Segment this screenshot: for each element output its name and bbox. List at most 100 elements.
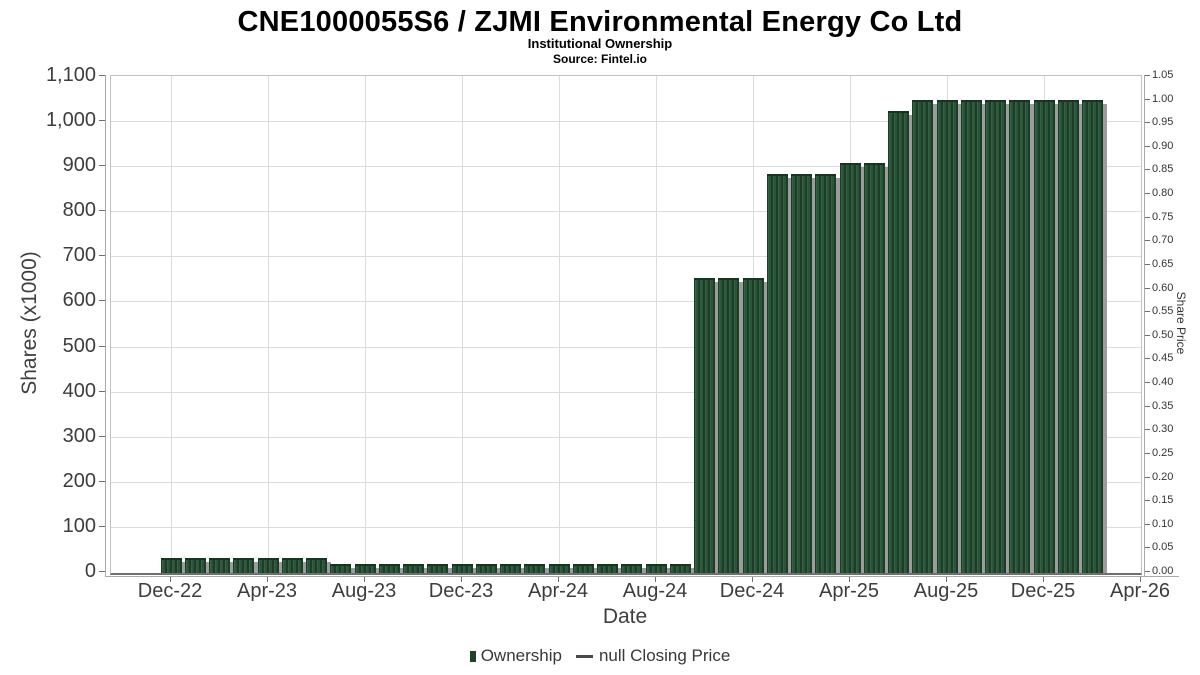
y-tick-right — [1145, 75, 1150, 76]
legend-label: Ownership — [480, 646, 562, 665]
bar[interactable] — [427, 564, 449, 573]
y-tick-right — [1145, 263, 1150, 265]
bar[interactable] — [524, 564, 546, 573]
bar[interactable] — [475, 564, 497, 573]
y-tick-left — [99, 525, 105, 527]
y-tick-label-right: 0.85 — [1152, 163, 1174, 176]
y-tick-left — [99, 480, 105, 482]
bar[interactable] — [1009, 100, 1031, 573]
bar[interactable] — [1033, 100, 1055, 573]
h-gridline — [111, 166, 1141, 168]
bar[interactable] — [645, 564, 667, 573]
y-tick-label-right: 0.75 — [1152, 210, 1174, 223]
bar[interactable] — [912, 100, 934, 573]
y-tick-right — [1145, 452, 1150, 454]
y-tick-label-right: 0.45 — [1152, 352, 1174, 365]
x-tick-label: Dec-25 — [1010, 580, 1076, 602]
x-tick — [267, 577, 268, 582]
y-tick-right — [1145, 500, 1150, 502]
legend-square-marker — [469, 650, 476, 662]
bar[interactable] — [791, 174, 812, 573]
bar[interactable] — [985, 100, 1006, 573]
y-tick-left — [99, 255, 105, 257]
y-tick-label-left: 200 — [62, 469, 96, 492]
bar[interactable] — [960, 100, 982, 573]
x-tick-label: Apr-25 — [818, 580, 880, 602]
legend-item-ownership[interactable]: Ownership — [469, 646, 562, 666]
bar[interactable] — [572, 564, 594, 573]
bar[interactable] — [936, 100, 958, 573]
h-gridline — [111, 436, 1141, 438]
y-tick-left — [99, 75, 105, 76]
legend-label: null Closing Price — [598, 646, 731, 665]
h-gridline — [111, 391, 1141, 393]
x-tick-label: Aug-24 — [622, 580, 688, 602]
bar[interactable] — [863, 163, 885, 573]
bar[interactable] — [257, 558, 279, 573]
y-tick-label-right: 0.70 — [1152, 234, 1174, 247]
bar[interactable] — [597, 564, 618, 573]
bar[interactable] — [888, 111, 909, 573]
y-axis-line-right — [1144, 75, 1145, 577]
y-tick-label-right: 0.15 — [1152, 494, 1174, 507]
bar[interactable] — [694, 278, 715, 573]
bar[interactable] — [281, 558, 303, 573]
h-gridline — [111, 256, 1141, 258]
bar[interactable] — [766, 174, 788, 573]
y-tick-left — [99, 435, 105, 437]
y-tick-label-right: 0.95 — [1152, 116, 1174, 129]
bar[interactable] — [1082, 100, 1103, 573]
x-tick — [1043, 577, 1044, 582]
bar[interactable] — [378, 564, 400, 573]
x-tick-label: Aug-23 — [331, 580, 397, 602]
y-tick-left — [99, 571, 105, 572]
bar[interactable] — [621, 564, 643, 573]
bar[interactable] — [500, 564, 521, 573]
y-tick-label-right: 0.30 — [1152, 423, 1174, 436]
bar[interactable] — [815, 174, 837, 573]
bar[interactable] — [330, 564, 352, 573]
bar[interactable] — [306, 558, 327, 573]
y-tick-label-right: 0.05 — [1152, 541, 1174, 554]
v-gridline — [268, 76, 269, 573]
y-tick-right — [1145, 311, 1150, 313]
x-tick-label: Dec-24 — [719, 580, 785, 602]
bar[interactable] — [451, 564, 473, 573]
y-tick-right — [1145, 216, 1150, 218]
y-tick-right — [1145, 476, 1150, 478]
y-tick-label-left: 700 — [62, 244, 96, 267]
bar[interactable] — [160, 558, 182, 573]
x-tick — [655, 577, 656, 582]
bar[interactable] — [233, 558, 255, 573]
bar[interactable] — [548, 564, 570, 573]
y-tick-label-right: 0.80 — [1152, 187, 1174, 200]
y-tick-label-right: 0.60 — [1152, 281, 1174, 294]
bar[interactable] — [669, 564, 691, 573]
bar[interactable] — [1057, 100, 1079, 573]
y-tick-right — [1145, 405, 1150, 407]
bar[interactable] — [839, 163, 861, 573]
x-tick — [461, 577, 462, 582]
y-tick-label-left: 1,100 — [45, 64, 96, 86]
bar[interactable] — [718, 278, 740, 573]
y-tick-label-right: 0.65 — [1152, 257, 1174, 270]
y-tick-label-right: 0.20 — [1152, 470, 1174, 483]
bar[interactable] — [354, 564, 376, 573]
bar[interactable] — [184, 558, 206, 573]
legend-item-null-closing-price[interactable]: null Closing Price — [575, 646, 731, 666]
bar[interactable] — [742, 278, 764, 573]
y-tick-right — [1145, 98, 1150, 100]
bar[interactable] — [209, 558, 230, 573]
y-tick-right — [1145, 382, 1150, 384]
h-gridline — [111, 526, 1141, 528]
bar[interactable] — [403, 564, 424, 573]
x-axis-title: Date — [602, 605, 648, 628]
y-axis-title-left: Shares (x1000) — [18, 251, 41, 395]
x-tick-label: Aug-25 — [913, 580, 979, 602]
y-tick-left — [99, 345, 105, 347]
y-axis-line-left — [105, 75, 106, 577]
y-tick-label-right: 0.50 — [1152, 328, 1174, 341]
y-axis-title-right: Share Price — [1174, 291, 1188, 355]
v-gridline — [656, 76, 657, 573]
x-tick — [752, 577, 753, 582]
